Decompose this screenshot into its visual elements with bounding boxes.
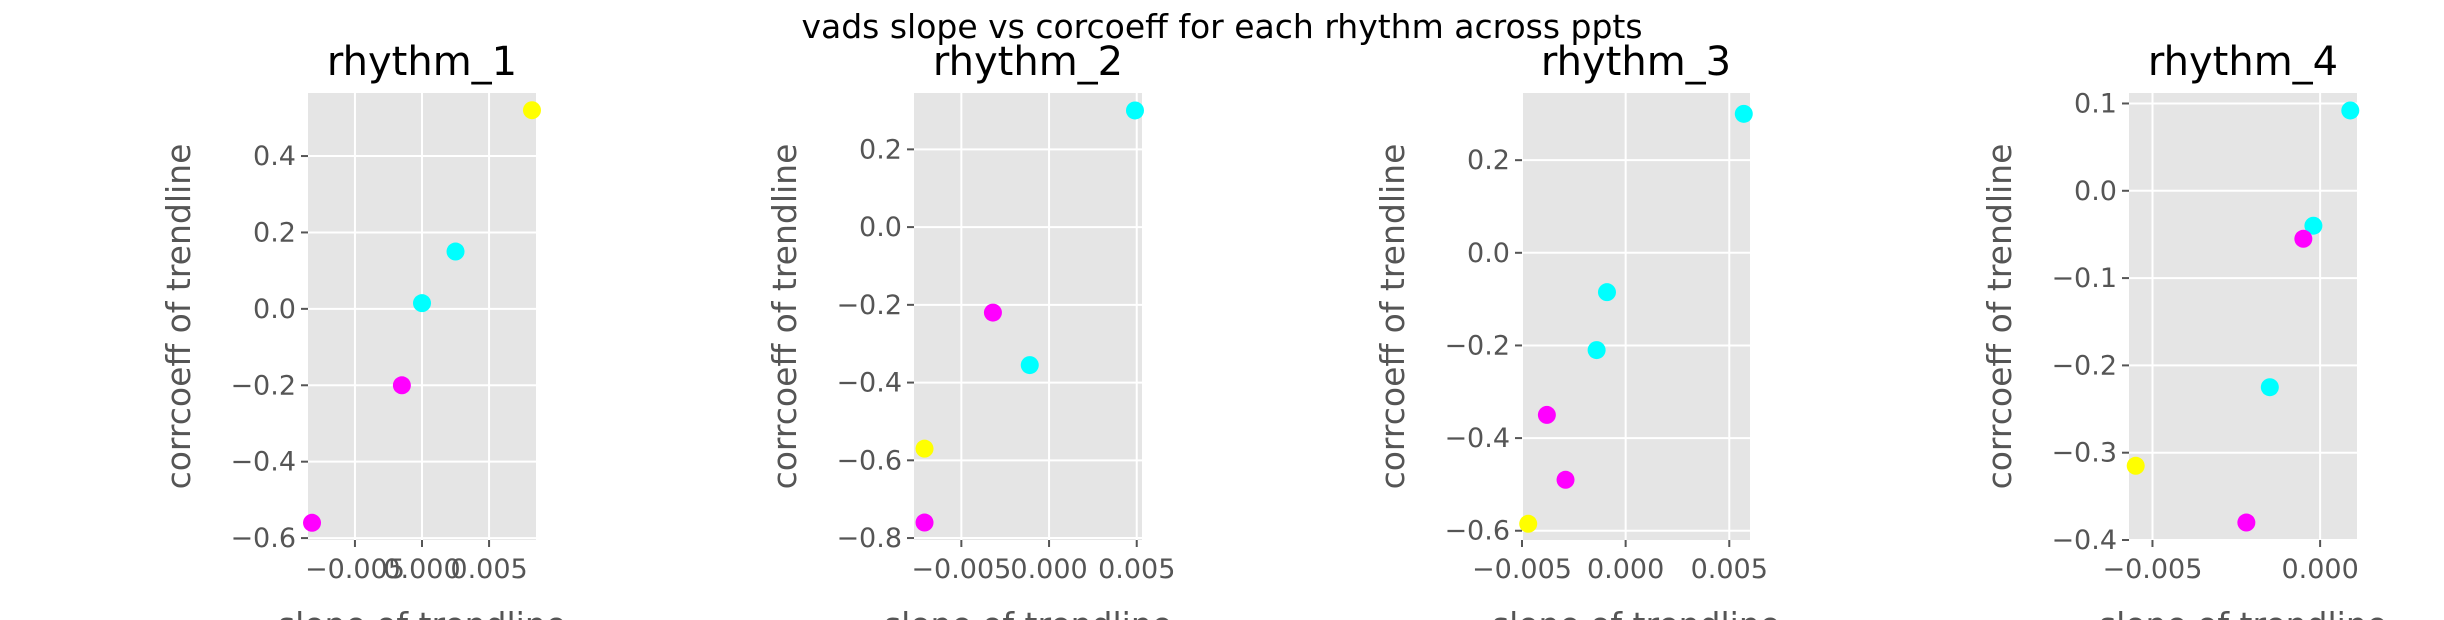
y-tick-label: −0.2 <box>2051 350 2117 381</box>
y-tick-label: −0.6 <box>1444 516 1510 547</box>
data-point <box>1537 405 1556 424</box>
data-point <box>1587 341 1606 360</box>
y-tick-label: 0.4 <box>253 141 296 172</box>
data-point <box>1020 356 1039 375</box>
data-point <box>2304 216 2323 235</box>
data-point <box>392 376 411 395</box>
x-tick-label: −0.005 <box>305 554 405 585</box>
y-tick-label: −0.4 <box>2051 525 2117 556</box>
data-point <box>1597 283 1616 302</box>
y-axis-label: corrcoeff of trendline <box>765 144 804 490</box>
x-tick-label: −0.005 <box>2103 554 2203 585</box>
y-axis-label: corrcoeff of trendline <box>1980 144 2019 490</box>
subplot-title: rhythm_1 <box>327 39 517 85</box>
subplot-title: rhythm_4 <box>2148 39 2338 85</box>
subplot-title: rhythm_3 <box>1541 39 1731 85</box>
data-point <box>2126 456 2145 475</box>
data-point <box>1556 470 1575 489</box>
x-axis-label: slope of trendline <box>1492 605 1780 620</box>
y-tick-label: −0.2 <box>230 370 296 401</box>
x-axis-label: slope of trendline <box>2099 605 2387 620</box>
x-tick-label: 0.005 <box>1691 554 1768 585</box>
x-axis-label: slope of trendline <box>278 605 566 620</box>
subplot-2: −0.005 0.000 0.005 −0.8 −0.6 −0.4 −0.2 0.0 0.2 rh… <box>765 39 1175 620</box>
y-tick-label: 0.0 <box>1467 238 1510 269</box>
data-point <box>303 513 322 532</box>
data-point <box>2260 378 2279 397</box>
y-tick-label: −0.8 <box>836 523 902 554</box>
subplot-4: −0.005 0.000 −0.4 −0.3 −0.2 −0.1 0.0 0.1 rhythm_… <box>1980 39 2387 620</box>
y-tick-label: −0.3 <box>2051 438 2117 469</box>
y-tick-label: −0.4 <box>1444 423 1510 454</box>
data-point <box>1125 101 1144 120</box>
y-tick-label: 0.1 <box>2074 88 2117 119</box>
x-tick-label: 0.000 <box>1587 554 1664 585</box>
subplot-title: rhythm_2 <box>933 39 1123 85</box>
y-tick-label: −0.4 <box>230 447 296 478</box>
y-axis-label: corrcoeff of trendline <box>1373 144 1412 490</box>
x-tick-label: −0.005 <box>911 554 1011 585</box>
plot-area <box>1522 93 1750 540</box>
y-tick-label: 0.2 <box>1467 145 1510 176</box>
data-point <box>915 513 934 532</box>
plot-area <box>914 93 1142 540</box>
y-tick-label: −0.4 <box>836 368 902 399</box>
data-point <box>1734 104 1753 123</box>
subplot-3: −0.005 0.000 0.005 −0.6 −0.4 −0.2 0.0 0.2 rhythm… <box>1373 39 1780 620</box>
data-point <box>522 101 541 120</box>
y-tick-label: −0.6 <box>836 445 902 476</box>
x-axis-label: slope of trendline <box>884 605 1172 620</box>
x-tick-label: 0.000 <box>383 554 460 585</box>
x-tick-label: −0.005 <box>1472 554 1572 585</box>
y-tick-label: −0.1 <box>2051 263 2117 294</box>
y-tick-label: 0.2 <box>253 217 296 248</box>
y-tick-label: 0.0 <box>859 212 902 243</box>
data-point <box>2237 513 2256 532</box>
y-tick-label: 0.0 <box>2074 176 2117 207</box>
plot-area <box>2129 93 2357 540</box>
figure-suptitle: vads slope vs corcoeff for each rhythm a… <box>801 7 1642 46</box>
data-point <box>413 294 431 313</box>
x-tick-label: 0.005 <box>450 554 527 585</box>
x-tick-label: 0.005 <box>1098 554 1175 585</box>
data-point <box>2341 101 2360 120</box>
y-tick-label: 0.2 <box>859 134 902 165</box>
data-point <box>915 439 934 458</box>
y-tick-label: −0.2 <box>1444 330 1510 361</box>
x-tick-label: 0.000 <box>1010 554 1087 585</box>
y-tick-label: −0.2 <box>836 290 902 321</box>
data-point <box>983 303 1002 322</box>
data-point <box>1519 514 1538 533</box>
x-tick-label: 0.000 <box>2281 554 2358 585</box>
y-axis-label: corrcoeff of trendline <box>159 144 198 490</box>
data-point <box>2294 229 2313 248</box>
y-tick-label: −0.6 <box>230 523 296 554</box>
data-point <box>446 242 465 261</box>
subplot-grid: −0.0050.0000.005−0.6−0.4−0.20.00.20.4rhy… <box>159 39 2387 620</box>
y-tick-label: 0.0 <box>253 294 296 325</box>
